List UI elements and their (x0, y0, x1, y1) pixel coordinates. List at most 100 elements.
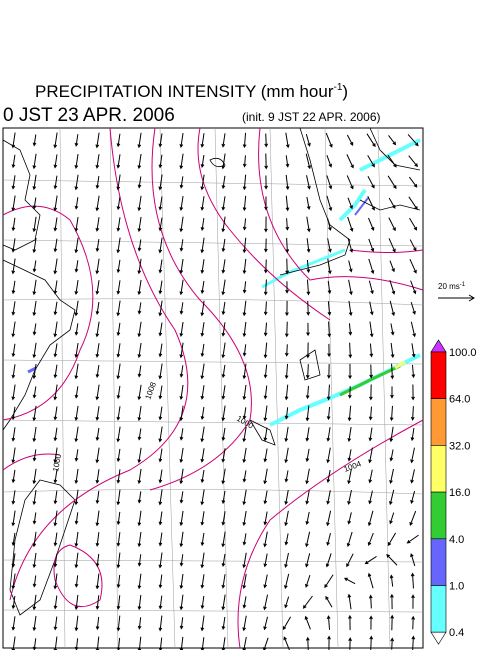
wind-arrow (200, 469, 205, 484)
wind-vectors (11, 132, 419, 653)
wind-arrow (409, 510, 417, 526)
wind-arrow (368, 238, 375, 253)
wind-arrow (179, 239, 184, 252)
wind-arrow (179, 302, 184, 315)
wind-arrow (200, 406, 205, 421)
wind-arrow (305, 490, 310, 505)
wind-legend-label: 20 ms-1 (438, 282, 466, 291)
wind-arrow (369, 343, 374, 358)
wind-arrow (263, 364, 268, 379)
wind-arrow (11, 132, 16, 149)
colorbar-label: 32.0 (449, 440, 470, 452)
wind-arrow (221, 385, 226, 400)
wind-arrow (386, 553, 398, 566)
wind-arrow (411, 635, 416, 652)
colorbar-segment (430, 538, 447, 586)
init-time: (init. 9 JST 22 APR. 2006) (242, 110, 381, 124)
wind-arrow (263, 448, 268, 463)
wind-arrow (326, 175, 333, 190)
colorbar-segment (430, 351, 447, 400)
wind-arrow (390, 386, 394, 399)
wind-arrow (388, 135, 397, 146)
wind-arrow (409, 217, 418, 231)
wind-arrow (74, 216, 79, 232)
wind-arrow (407, 134, 419, 147)
wind-arrow (116, 196, 121, 211)
wind-arrow (95, 175, 100, 189)
wind-arrow (32, 449, 37, 462)
wind-arrow (390, 363, 395, 380)
wind-arrow (305, 468, 310, 485)
wind-arrow (95, 573, 100, 590)
wind-arrow (116, 489, 121, 506)
precipitation (27, 138, 421, 427)
wind-arrow (179, 342, 184, 359)
wind-arrow (305, 531, 311, 548)
colorbar-under (430, 631, 447, 645)
wind-arrow (366, 133, 376, 148)
wind-arrow (263, 616, 269, 631)
wind-arrow (347, 449, 352, 462)
wind-arrow (221, 553, 226, 568)
wind-arrow (137, 365, 142, 378)
wind-arrow (11, 616, 16, 631)
wind-arrow (347, 468, 352, 485)
wind-arrow (53, 132, 58, 149)
wind-arrow (74, 279, 79, 296)
wind-arrow (327, 301, 332, 316)
wind-arrow (367, 532, 374, 546)
wind-arrow (347, 197, 353, 210)
wind-arrow (348, 363, 352, 380)
wind-arrow (389, 405, 394, 422)
wind-arrow (305, 427, 310, 442)
wind-arrow (179, 428, 184, 441)
wind-arrow (137, 573, 142, 590)
wind-arrow (32, 594, 37, 611)
wind-arrow (221, 531, 226, 548)
wind-arrow (306, 259, 311, 274)
wind-arrow (264, 196, 268, 211)
wind-arrow (284, 533, 289, 546)
wind-arrow (116, 426, 121, 443)
wind-arrow (411, 364, 416, 379)
wind-arrow (282, 616, 292, 631)
wind-arrow (11, 238, 16, 253)
wind-arrow (410, 280, 417, 295)
wind-arrow (74, 386, 79, 399)
wind-arrow (367, 176, 375, 189)
wind-arrow (326, 384, 331, 401)
wind-arrow (53, 301, 58, 316)
wind-arrow (158, 133, 163, 148)
wind-arrow (367, 155, 375, 168)
wind-arrow (263, 594, 269, 611)
wind-arrow (347, 426, 352, 443)
wind-arrow (74, 260, 79, 273)
wind-arrow (284, 573, 290, 590)
wind-arrow (74, 323, 79, 336)
wind-arrow (242, 344, 247, 357)
wind-arrow (53, 616, 58, 631)
wind-arrow (410, 427, 415, 442)
wind-arrow (116, 448, 121, 463)
wind-arrow (200, 363, 205, 380)
wind-arrow (158, 469, 163, 484)
wind-arrow (158, 595, 163, 610)
wind-arrow (53, 573, 58, 590)
wind-arrow (32, 197, 37, 210)
wind-arrow (11, 384, 16, 401)
title-sup: -1 (333, 82, 342, 93)
wind-arrow (306, 342, 310, 359)
wind-arrow (263, 490, 268, 505)
wind-arrow (411, 343, 416, 358)
wind-arrow (158, 552, 163, 569)
wind-arrow (116, 615, 121, 632)
wind-arrow (387, 175, 397, 190)
wind-arrow (179, 531, 184, 548)
wind-arrow (53, 321, 58, 338)
wind-arrow (11, 154, 16, 169)
wind-arrow (137, 405, 142, 422)
colorbar-segment (430, 491, 447, 540)
wind-arrow (326, 427, 331, 442)
wind-arrow (158, 196, 163, 211)
wind-arrow (221, 405, 226, 422)
